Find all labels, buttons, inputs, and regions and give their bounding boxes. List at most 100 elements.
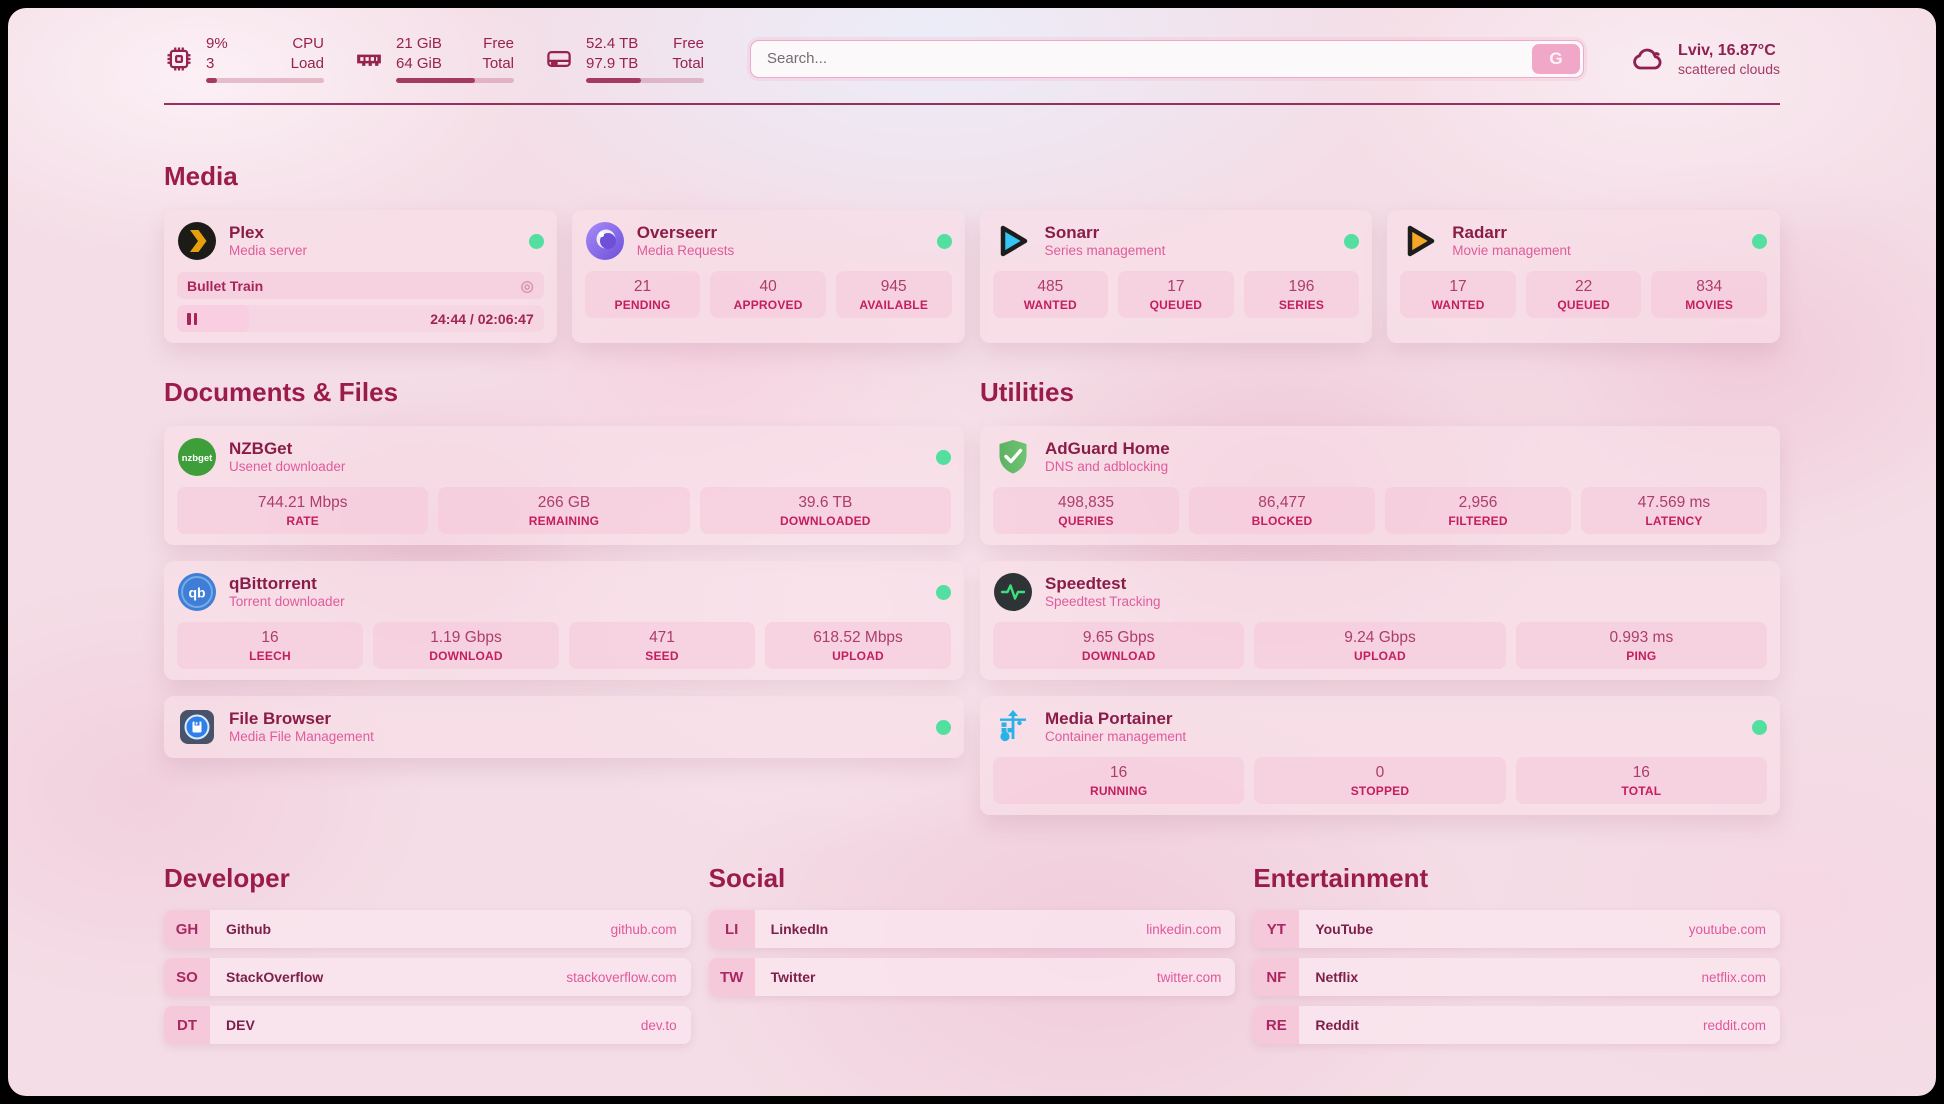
ram-stat: 21 GiB Free 64 GiB Total — [354, 34, 514, 83]
bookmark-reddit[interactable]: RE Reddit reddit.com — [1253, 1006, 1780, 1044]
bookmark-abbr: SO — [164, 958, 210, 996]
bookmark-stackoverflow[interactable]: SO StackOverflow stackoverflow.com — [164, 958, 691, 996]
now-playing-row: Bullet Train ◎ — [177, 272, 544, 299]
bookmark-abbr: DT — [164, 1006, 210, 1044]
stat-tile: 21 PENDING — [584, 271, 701, 318]
bookmark-domain: netflix.com — [1701, 969, 1766, 985]
bookmark-github[interactable]: GH Github github.com — [164, 910, 691, 948]
app-title: NZBGet — [229, 438, 293, 458]
entertainment-section: Entertainment YT YouTube youtube.com NF … — [1253, 863, 1780, 1044]
status-dot — [528, 233, 544, 249]
search-engine-button[interactable]: G — [1532, 43, 1581, 74]
disk-progress-bar — [586, 78, 704, 83]
stat-tile: 16 RUNNING — [993, 757, 1245, 804]
app-title: Speedtest — [1045, 573, 1127, 593]
weather-location-temp: Lviv, 16.87°C — [1678, 41, 1776, 59]
app-subtitle: Torrent downloader — [229, 594, 345, 610]
bookmark-domain: github.com — [610, 921, 677, 937]
app-title: qBittorrent — [229, 573, 317, 593]
app-card-plex[interactable]: Plex Media server Bullet Train ◎ 24:44 /… — [164, 210, 557, 343]
overseerr-icon — [585, 221, 625, 261]
app-card-portainer[interactable]: Media Portainer Container management 16 R… — [980, 696, 1780, 815]
stat-tile: 39.6 TB DOWNLOADED — [699, 487, 951, 534]
bookmark-dev[interactable]: DT DEV dev.to — [164, 1006, 691, 1044]
status-dot — [936, 719, 951, 735]
status-dot — [1344, 233, 1360, 249]
utilities-column: Utilities — [980, 377, 1780, 815]
documents-column: Documents & Files nzbget — [164, 377, 964, 815]
app-card-adguard[interactable]: AdGuard Home DNS and adblocking 498,835 Q… — [980, 426, 1780, 545]
svg-text:qb: qb — [188, 585, 205, 601]
ram-total-label: Total — [482, 54, 514, 72]
bookmark-abbr: GH — [164, 910, 210, 948]
app-card-radarr[interactable]: Radarr Movie management 17 WANTED 22 QUEUE… — [1387, 210, 1780, 343]
app-title: Media Portainer — [1045, 708, 1173, 728]
stat-tile: 618.52 Mbps UPLOAD — [765, 622, 951, 669]
app-title: Radarr — [1452, 222, 1508, 242]
app-title: Overseerr — [636, 222, 718, 242]
speedtest-icon — [993, 572, 1033, 612]
bookmark-abbr: LI — [708, 910, 755, 948]
cpu-load-value: 3 — [206, 54, 215, 72]
stat-tile: 471 SEED — [569, 622, 755, 669]
bookmark-twitter[interactable]: TW Twitter twitter.com — [708, 958, 1236, 996]
disk-total-value: 97.9 TB — [586, 54, 639, 72]
app-subtitle: Media Requests — [636, 243, 735, 259]
search-input[interactable] — [751, 40, 1584, 77]
app-card-overseerr[interactable]: Overseerr Media Requests 21 PENDING 40 APP… — [571, 210, 965, 343]
cpu-stat: 9% CPU 3 Load — [164, 34, 324, 83]
stat-tile: 40 APPROVED — [710, 271, 826, 318]
bookmark-netflix[interactable]: NF Netflix netflix.com — [1253, 958, 1780, 996]
social-section: Social LI LinkedIn linkedin.com TW Twitt… — [708, 863, 1236, 1044]
status-dot — [936, 233, 952, 249]
playback-progress: 24:44 / 02:06:47 — [177, 305, 544, 332]
section-title-entertainment: Entertainment — [1253, 863, 1429, 893]
status-dot — [936, 449, 951, 465]
app-subtitle: Container management — [1045, 729, 1187, 745]
bookmark-linkedin[interactable]: LI LinkedIn linkedin.com — [708, 910, 1236, 948]
weather-condition: scattered clouds — [1678, 61, 1780, 78]
radarr-icon — [1400, 221, 1440, 261]
stat-tile: 0 STOPPED — [1254, 757, 1506, 804]
cpu-label: CPU — [292, 35, 324, 52]
stat-tile: 196 SERIES — [1243, 271, 1360, 318]
media-type-icon: ◎ — [520, 277, 534, 295]
app-title: Plex — [229, 222, 264, 242]
app-card-qbittorrent[interactable]: qb qBittorrent Torrent downloader 16 LEEC… — [164, 561, 964, 680]
plex-icon — [177, 221, 217, 261]
now-playing-title: Bullet Train — [187, 277, 264, 294]
bookmark-abbr: RE — [1253, 1006, 1300, 1044]
pause-button[interactable] — [187, 312, 197, 325]
bookmark-youtube[interactable]: YT YouTube youtube.com — [1253, 910, 1780, 948]
disk-free-label: Free — [673, 35, 704, 52]
sonarr-icon — [993, 221, 1033, 261]
developer-section: Developer GH Github github.com SO StackO… — [164, 863, 691, 1044]
system-stats: 9% CPU 3 Load 21 GiB Free 64 GiB Total — [164, 34, 704, 83]
stat-tile: 834 MOVIES — [1651, 271, 1767, 318]
app-subtitle: DNS and adblocking — [1045, 459, 1169, 475]
search-bar: G — [750, 39, 1585, 78]
app-title: Sonarr — [1044, 222, 1100, 242]
stat-tile: 86,477 BLOCKED — [1189, 487, 1375, 534]
stat-tile: 9.24 Gbps UPLOAD — [1254, 622, 1506, 669]
app-card-nzbget[interactable]: nzbget NZBGet Usenet downloader 744.21 M… — [164, 426, 964, 545]
ram-progress-bar — [396, 78, 514, 83]
top-bar: 9% CPU 3 Load 21 GiB Free 64 GiB Total — [164, 34, 1780, 83]
section-title-social: Social — [708, 863, 786, 893]
stat-tile: 485 WANTED — [992, 271, 1109, 318]
disk-icon — [544, 44, 574, 74]
cpu-progress-bar — [206, 78, 324, 83]
stat-tile: 17 WANTED — [1400, 271, 1516, 318]
app-card-sonarr[interactable]: Sonarr Series management 485 WANTED 17 QUE… — [979, 210, 1373, 343]
stat-tile: 22 QUEUED — [1525, 271, 1642, 318]
section-title-media: Media — [164, 161, 238, 191]
bookmark-label: Twitter — [770, 969, 816, 985]
stat-tile: 2,956 FILTERED — [1385, 487, 1571, 534]
svg-text:nzbget: nzbget — [182, 453, 213, 464]
media-card-row: Plex Media server Bullet Train ◎ 24:44 /… — [164, 210, 1780, 343]
app-card-speedtest[interactable]: Speedtest Speedtest Tracking 9.65 Gbps DO… — [980, 561, 1780, 680]
stat-tile: 945 AVAILABLE — [835, 271, 952, 318]
app-card-filebrowser[interactable]: File Browser Media File Management — [164, 696, 964, 758]
app-subtitle: Movie management — [1452, 243, 1571, 259]
nzbget-icon: nzbget — [177, 437, 217, 477]
